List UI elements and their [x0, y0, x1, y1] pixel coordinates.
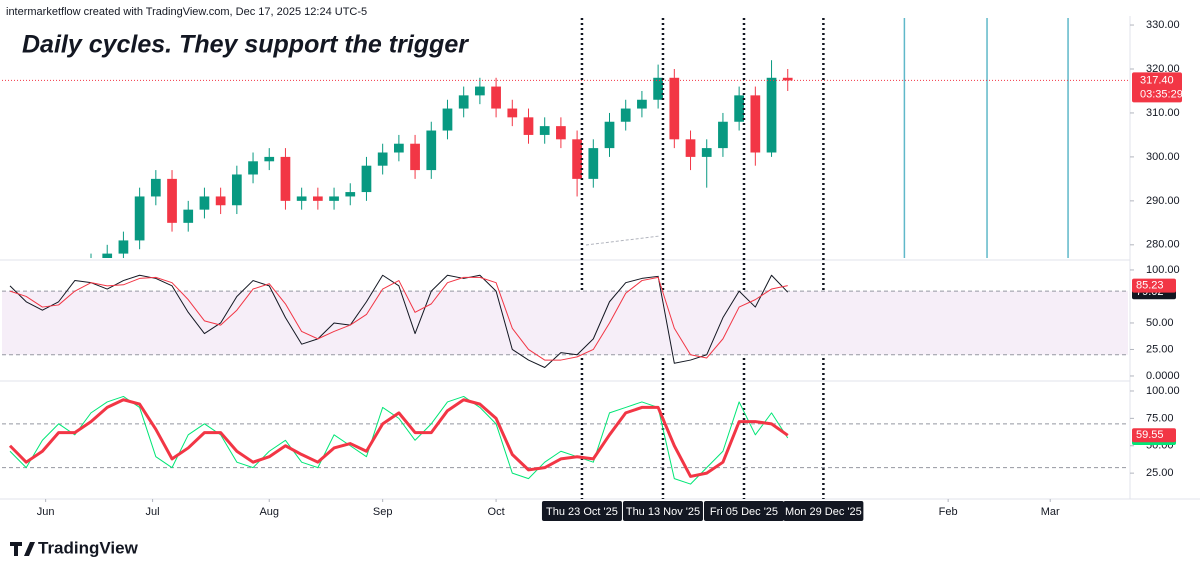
x-tick-label: Mar	[1041, 506, 1060, 518]
candle-body	[685, 139, 696, 157]
x-tick-label: Mon 29 Dec '25	[785, 506, 862, 518]
plot-area	[2, 395, 1128, 485]
candle-body	[361, 165, 372, 193]
x-tick-label: Jul	[146, 506, 160, 518]
candle-body	[183, 209, 194, 223]
candle-body	[296, 196, 307, 201]
logo-mark	[10, 542, 35, 556]
value-label-box	[1132, 428, 1176, 443]
logo: TradingView	[10, 538, 139, 557]
y-tick-label: 280.00	[1146, 239, 1180, 251]
candle-body	[167, 178, 177, 223]
candle-body	[231, 174, 242, 206]
candle-body	[523, 117, 534, 135]
trend-line	[585, 235, 661, 246]
candle-body	[312, 196, 323, 201]
candle-body	[377, 152, 388, 166]
value-label: 59.55	[1136, 429, 1164, 441]
date-label-box	[541, 501, 622, 521]
band	[2, 291, 1128, 355]
candle-body	[637, 99, 647, 109]
candle-body	[782, 77, 793, 81]
x-tick-label: Feb	[939, 506, 958, 518]
date-label-box	[622, 501, 703, 521]
y-tick-label: 0.0000	[1146, 370, 1180, 382]
candle-body	[394, 143, 404, 153]
y-tick-label: 50.00	[1146, 317, 1174, 329]
y-tick-label: 25.00	[1146, 467, 1174, 479]
candle-body	[669, 77, 680, 140]
candle-body	[329, 196, 339, 201]
date-label-box	[703, 501, 784, 521]
plot-area	[90, 60, 793, 258]
candle-body	[572, 139, 582, 179]
candle-body	[718, 121, 728, 149]
candle-body	[588, 148, 599, 179]
series-line	[9, 274, 789, 368]
candle-body	[150, 178, 161, 197]
plot-area	[2, 274, 1128, 368]
y-tick-label: 320.00	[1146, 63, 1180, 75]
y-tick-label: 310.00	[1146, 107, 1180, 119]
logo-text: TradingView	[38, 538, 139, 557]
candle-body	[491, 86, 501, 109]
candle-body	[766, 77, 777, 153]
candle-body	[701, 148, 712, 157]
candle-body	[345, 192, 356, 197]
candle-body	[556, 126, 566, 140]
chart-title: Daily cycles. They support the trigger	[22, 31, 469, 59]
x-tick-label: Aug	[259, 506, 279, 518]
x-tick-label: Oct	[488, 506, 505, 518]
y-tick-label: 300.00	[1146, 151, 1180, 163]
last-price-label: 317.40	[1140, 74, 1174, 86]
candle-body	[215, 196, 226, 206]
value-label-box	[1132, 278, 1176, 293]
candle-body	[734, 95, 744, 122]
candle-body	[410, 143, 420, 171]
candle-body	[653, 77, 663, 100]
series-line	[8, 398, 789, 478]
candle-body	[475, 86, 485, 96]
x-tick-label: Fri 05 Dec '25	[710, 506, 778, 518]
candle-body	[604, 121, 615, 149]
x-tick-label: Jun	[37, 506, 55, 518]
candle-body	[264, 156, 275, 162]
candle-body	[199, 196, 210, 210]
countdown-label: 03:35:29	[1140, 88, 1183, 100]
last-price-box	[1132, 72, 1182, 103]
candle-body	[620, 108, 631, 122]
x-tick-label: Thu 13 Nov '25	[626, 506, 700, 518]
y-tick-label: 100.00	[1146, 264, 1180, 276]
y-tick-label: 330.00	[1146, 19, 1180, 31]
candle-body	[134, 196, 145, 241]
y-tick-label: 75.00	[1146, 412, 1174, 424]
series-line	[9, 276, 788, 361]
candle-body	[280, 156, 291, 201]
candle-body	[118, 240, 129, 254]
value-label: 85.23	[1136, 280, 1164, 292]
candle-body	[248, 161, 258, 175]
x-tick-label: Sep	[373, 506, 393, 518]
candle-body	[442, 108, 453, 131]
y-tick-label: 25.00	[1146, 343, 1174, 355]
candle-body	[426, 130, 437, 171]
date-label-box	[783, 501, 864, 521]
y-tick-label: 100.00	[1146, 385, 1180, 397]
x-tick-label: Thu 23 Oct '25	[546, 506, 618, 518]
candle-body	[458, 95, 469, 109]
attribution: intermarketflow created with TradingView…	[6, 6, 367, 18]
candle-body	[102, 253, 113, 258]
candle-body	[539, 126, 550, 135]
candle-body	[507, 108, 518, 118]
y-tick-label: 290.00	[1146, 195, 1180, 207]
candle-body	[750, 95, 761, 153]
